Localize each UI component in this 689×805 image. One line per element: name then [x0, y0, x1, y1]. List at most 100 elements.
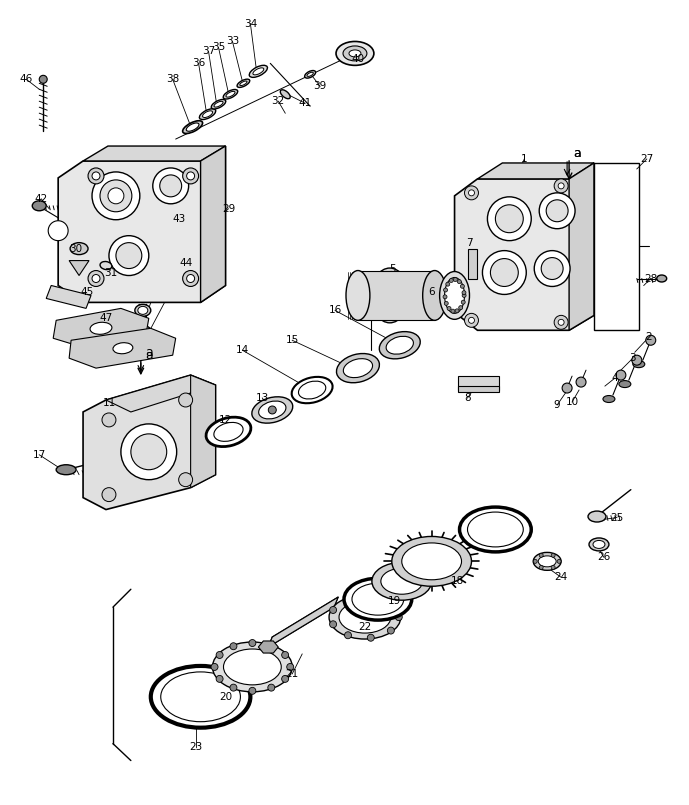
- Circle shape: [451, 309, 455, 313]
- Ellipse shape: [90, 322, 112, 334]
- Text: 38: 38: [166, 74, 179, 85]
- Ellipse shape: [657, 275, 667, 282]
- Circle shape: [92, 275, 100, 283]
- Circle shape: [100, 180, 132, 212]
- Ellipse shape: [223, 89, 238, 99]
- Ellipse shape: [346, 270, 370, 320]
- Ellipse shape: [206, 417, 251, 447]
- Ellipse shape: [392, 536, 471, 586]
- Ellipse shape: [214, 101, 223, 107]
- Ellipse shape: [214, 423, 243, 441]
- Ellipse shape: [538, 556, 556, 567]
- Circle shape: [178, 473, 193, 487]
- Text: 32: 32: [271, 97, 285, 106]
- Circle shape: [367, 634, 374, 642]
- Circle shape: [487, 197, 531, 241]
- Text: 39: 39: [313, 81, 327, 91]
- Text: 18: 18: [451, 576, 464, 586]
- Text: a: a: [145, 349, 153, 361]
- Circle shape: [539, 193, 575, 229]
- Polygon shape: [191, 375, 216, 488]
- Circle shape: [178, 393, 193, 407]
- Text: 1: 1: [521, 154, 528, 164]
- Text: 42: 42: [34, 194, 48, 204]
- Circle shape: [344, 596, 351, 602]
- Circle shape: [187, 172, 194, 180]
- Ellipse shape: [339, 601, 391, 633]
- Circle shape: [387, 601, 394, 607]
- Circle shape: [92, 172, 100, 180]
- Circle shape: [444, 301, 449, 305]
- Circle shape: [187, 275, 194, 283]
- Circle shape: [102, 488, 116, 502]
- Circle shape: [183, 270, 198, 287]
- Text: 29: 29: [222, 204, 235, 214]
- Circle shape: [367, 593, 374, 600]
- Circle shape: [344, 632, 351, 638]
- Ellipse shape: [226, 92, 235, 97]
- Ellipse shape: [336, 42, 374, 65]
- Polygon shape: [53, 308, 149, 349]
- Circle shape: [160, 175, 182, 197]
- Ellipse shape: [336, 353, 380, 382]
- Circle shape: [116, 242, 142, 269]
- Circle shape: [455, 309, 459, 313]
- Ellipse shape: [440, 271, 469, 320]
- Ellipse shape: [589, 538, 609, 551]
- Circle shape: [108, 188, 124, 204]
- Circle shape: [443, 295, 447, 299]
- Text: 5: 5: [389, 263, 396, 274]
- Ellipse shape: [372, 563, 431, 601]
- Circle shape: [482, 250, 526, 295]
- Circle shape: [268, 642, 275, 650]
- Circle shape: [453, 278, 457, 282]
- Ellipse shape: [381, 568, 422, 594]
- Circle shape: [462, 291, 466, 295]
- Text: 21: 21: [285, 669, 299, 679]
- Polygon shape: [358, 270, 435, 320]
- Circle shape: [533, 559, 537, 563]
- Polygon shape: [268, 597, 338, 647]
- Ellipse shape: [633, 361, 645, 368]
- Circle shape: [268, 684, 275, 691]
- Circle shape: [329, 621, 337, 628]
- Text: 14: 14: [236, 345, 249, 355]
- Text: 17: 17: [32, 450, 46, 460]
- Circle shape: [88, 168, 104, 184]
- Circle shape: [539, 565, 543, 569]
- Ellipse shape: [343, 359, 373, 378]
- Ellipse shape: [307, 72, 313, 76]
- Ellipse shape: [603, 395, 615, 402]
- Ellipse shape: [588, 511, 606, 522]
- Ellipse shape: [186, 123, 199, 131]
- Circle shape: [554, 179, 568, 193]
- Text: 12: 12: [219, 415, 232, 425]
- Circle shape: [211, 663, 218, 671]
- Ellipse shape: [161, 672, 240, 722]
- Text: 16: 16: [329, 305, 342, 316]
- Text: 4: 4: [612, 373, 618, 383]
- Ellipse shape: [291, 377, 333, 403]
- Text: 41: 41: [298, 98, 312, 108]
- Circle shape: [462, 294, 466, 297]
- Circle shape: [249, 639, 256, 646]
- Polygon shape: [455, 163, 594, 330]
- Text: 7: 7: [466, 237, 473, 248]
- Circle shape: [282, 675, 289, 683]
- Ellipse shape: [249, 65, 267, 77]
- Circle shape: [551, 553, 555, 557]
- Text: 8: 8: [464, 393, 471, 403]
- Ellipse shape: [203, 111, 213, 118]
- Polygon shape: [200, 146, 225, 303]
- Ellipse shape: [386, 336, 413, 354]
- Circle shape: [558, 183, 564, 189]
- Circle shape: [449, 279, 453, 283]
- Ellipse shape: [212, 642, 292, 691]
- Text: 23: 23: [189, 741, 203, 752]
- Ellipse shape: [223, 649, 281, 685]
- Polygon shape: [46, 286, 91, 308]
- Text: 34: 34: [244, 19, 257, 28]
- Text: 6: 6: [429, 287, 435, 297]
- Circle shape: [546, 200, 568, 221]
- Text: 9: 9: [554, 400, 560, 410]
